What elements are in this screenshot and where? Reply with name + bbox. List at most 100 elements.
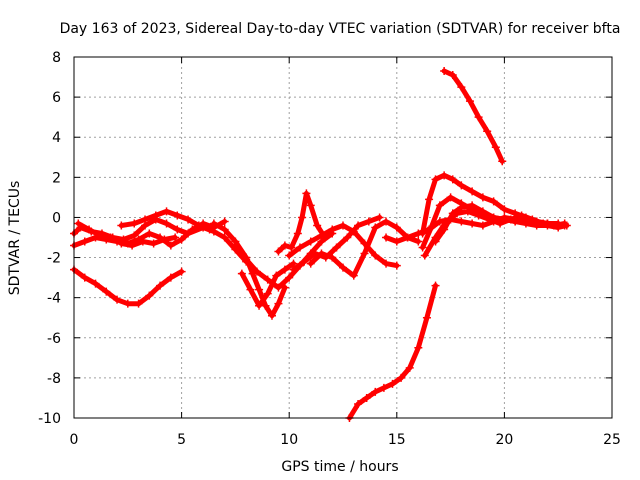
data-point [106, 233, 115, 242]
data-point [388, 379, 397, 388]
data-point [220, 233, 229, 242]
data-point [478, 207, 487, 216]
data-point [184, 215, 193, 224]
data-point [255, 301, 264, 310]
data-point [405, 363, 414, 372]
axis-layer: 0 5 10 15 20 25 -10 -8 -6 -4 -2 0 2 4 6 8 [38, 50, 621, 448]
data-point [354, 221, 363, 230]
data-point [274, 283, 283, 292]
data-point [422, 313, 431, 322]
data-point [403, 233, 412, 242]
data-point [95, 231, 104, 240]
data-point [362, 393, 371, 402]
data-point [379, 383, 388, 392]
data-series-arc-6 [211, 221, 288, 319]
data-point [117, 239, 126, 248]
data-point [448, 175, 457, 184]
data-point [457, 83, 466, 92]
data-series-arc-19 [347, 283, 438, 421]
data-point [382, 217, 391, 226]
data-point [91, 279, 100, 288]
data-point [425, 195, 434, 204]
data-point [446, 193, 455, 202]
data-point [354, 399, 363, 408]
data-point [285, 251, 294, 260]
data-point [145, 291, 154, 300]
y-tick-label: -10 [38, 411, 61, 427]
y-tick-label: 2 [52, 170, 61, 186]
data-point [457, 181, 466, 190]
data-point [474, 113, 483, 122]
data-point [560, 219, 569, 228]
data-point [173, 211, 182, 220]
data-point [306, 201, 315, 210]
data-point [382, 233, 391, 242]
data-point [102, 287, 111, 296]
data-point [478, 221, 487, 230]
data-point [440, 171, 449, 180]
data-point [300, 257, 309, 266]
data-point [427, 223, 436, 232]
data-point [431, 175, 440, 184]
data-point [85, 225, 94, 234]
data-point [349, 271, 358, 280]
chart-title: Day 163 of 2023, Sidereal Day-to-day VTE… [60, 21, 621, 37]
data-point [397, 373, 406, 382]
data-point [231, 241, 240, 250]
data-point [343, 233, 352, 242]
data-point [500, 205, 509, 214]
data-point [431, 281, 440, 290]
y-tick-label: -2 [47, 251, 61, 267]
data-point [328, 253, 337, 262]
data-point [188, 225, 197, 234]
data-point [478, 193, 487, 202]
data-point [117, 221, 126, 230]
data-point [440, 67, 449, 76]
data-point [498, 157, 507, 166]
data-point [528, 215, 537, 224]
y-axis-label: SDTVAR / TECUs [7, 181, 23, 296]
data-point [392, 261, 401, 270]
data-point [274, 247, 283, 256]
data-point [483, 127, 492, 136]
x-tick-label: 10 [280, 432, 298, 448]
data-point [328, 225, 337, 234]
data-point [339, 263, 347, 272]
data-point [248, 269, 257, 278]
data-point [287, 243, 296, 252]
data-point [360, 249, 369, 258]
data-point [435, 201, 444, 210]
data-point [457, 217, 466, 226]
data-point [298, 213, 307, 222]
x-tick-label: 5 [177, 432, 186, 448]
data-point [80, 237, 89, 246]
data-point [317, 231, 326, 240]
data-point [506, 215, 515, 224]
data-point [517, 211, 526, 220]
data-point [255, 285, 264, 294]
data-point [173, 225, 182, 234]
x-tick-label: 0 [70, 432, 79, 448]
data-point [463, 207, 472, 216]
data-point [123, 299, 132, 308]
data-point [339, 221, 347, 230]
y-tick-label: -4 [47, 291, 61, 307]
y-tick-label: -6 [47, 331, 61, 347]
data-point [145, 229, 154, 238]
data-point [177, 235, 186, 244]
data-point [414, 343, 423, 352]
data-point [113, 295, 122, 304]
data-series-arc-18 [441, 68, 505, 164]
data-point [149, 239, 158, 248]
y-tick-label: -8 [47, 371, 61, 387]
data-series-arc-12 [308, 219, 421, 279]
data-point [134, 299, 143, 308]
data-point [162, 207, 171, 216]
data-point [74, 219, 83, 228]
data-point [252, 267, 261, 276]
data-point [468, 219, 477, 228]
data-point [442, 217, 451, 226]
data-point [306, 259, 315, 268]
data-point [306, 237, 315, 246]
